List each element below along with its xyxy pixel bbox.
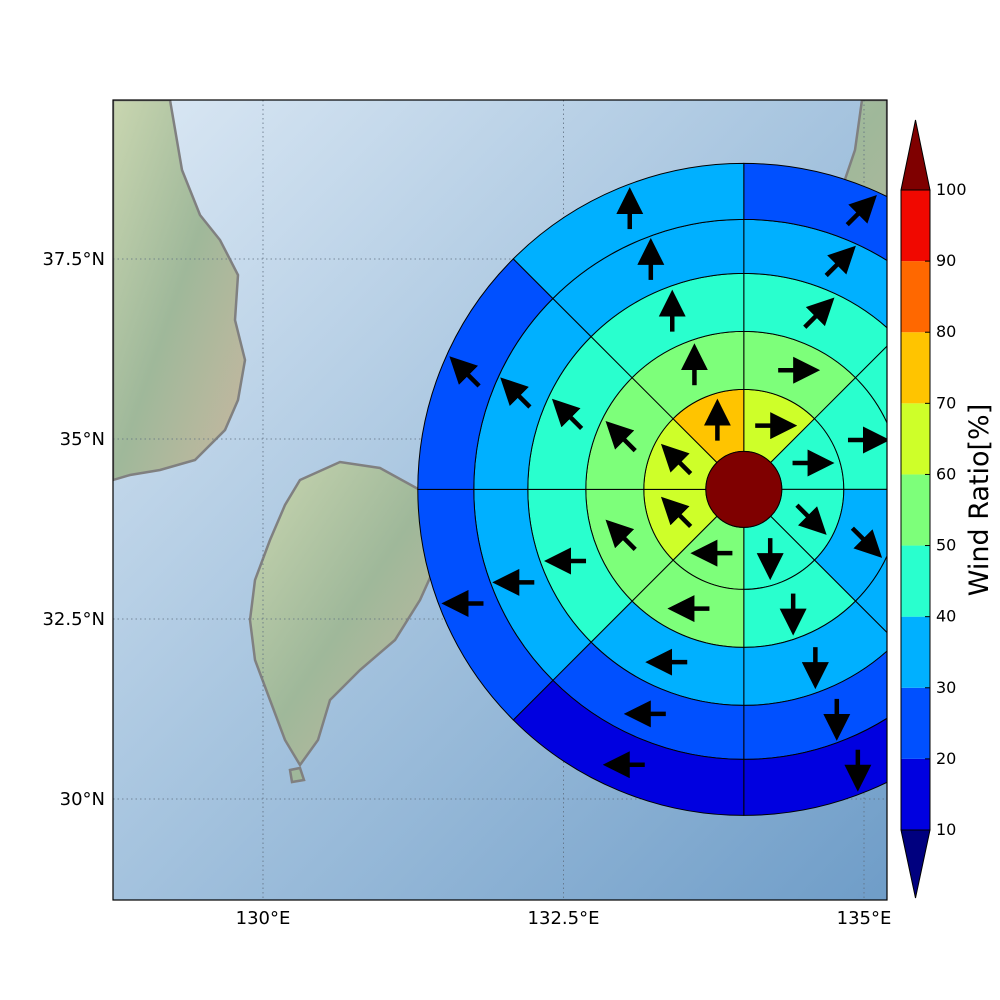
korea-land (113, 100, 247, 482)
colorbar (900, 119, 931, 899)
map-frame (112, 99, 888, 901)
latitude-tick-labels: 37.5°N 35°N 32.5°N 30°N (42, 249, 105, 810)
colorbar-segment (901, 190, 930, 262)
wind-arrow (605, 519, 637, 551)
ring-5-sector-n-ne (743, 162, 887, 262)
wind-arrow (803, 297, 835, 329)
colorbar-tick-label: 90 (936, 251, 956, 270)
wind-arrow (845, 194, 877, 227)
colorbar-tick-label: 20 (936, 749, 956, 768)
colorbar-segment (901, 403, 930, 475)
colorbar-segment (901, 616, 930, 688)
lat-tick-label: 30°N (60, 789, 105, 810)
colorbar-segment (901, 687, 930, 759)
wind-arrow (500, 377, 532, 409)
colorbar-tick-label: 30 (936, 678, 956, 697)
colorbar-segment (901, 332, 930, 404)
colorbar-tick-label: 60 (936, 464, 956, 483)
center-disk (705, 450, 783, 528)
lat-tick-label: 32.5°N (42, 609, 105, 630)
colorbar-segment (901, 545, 930, 617)
colorbar-tick-label: 100 (936, 180, 967, 199)
wind-arrow (795, 503, 827, 535)
colorbar-tick-label: 80 (936, 322, 956, 341)
ring-3-sector-ne-e (854, 345, 887, 425)
lat-tick-label: 37.5°N (42, 249, 105, 270)
colorbar-tick-label: 50 (936, 536, 956, 555)
colorbar-frame (900, 189, 931, 831)
wind-arrow (660, 443, 693, 476)
wind-arrow (824, 245, 856, 278)
lon-tick-label: 132.5°E (528, 908, 600, 929)
wind-arrow (449, 356, 481, 388)
ring-3-sector-e-se (854, 554, 887, 634)
colorbar-tick-label: 70 (936, 393, 956, 412)
wind-arrow (660, 496, 693, 529)
lon-tick-label: 135°E (837, 908, 892, 929)
wind-arrow (605, 420, 637, 453)
colorbar-tick-labels: 10 20 30 40 50 60 70 80 90 100 (925, 180, 967, 839)
colorbar-segment (901, 261, 930, 333)
colorbar-extend-min (900, 829, 931, 899)
colorbar-tick-label: 40 (936, 607, 956, 626)
wind-arrows (441, 187, 887, 792)
wind-arrow (551, 398, 584, 431)
colorbar-tick-label: 10 (936, 820, 956, 839)
colorbar-title: Wind Ratio[%] (964, 404, 995, 596)
lon-tick-label: 130°E (236, 908, 291, 929)
ring-5-sector-nw-n (512, 162, 745, 300)
map-area[interactable] (113, 100, 1000, 900)
wind-arrow (850, 526, 883, 558)
colorbar-extend-max (900, 119, 931, 191)
lat-tick-label: 35°N (60, 429, 105, 450)
colorbar-segment (901, 474, 930, 546)
colorbar-segment (901, 758, 930, 830)
